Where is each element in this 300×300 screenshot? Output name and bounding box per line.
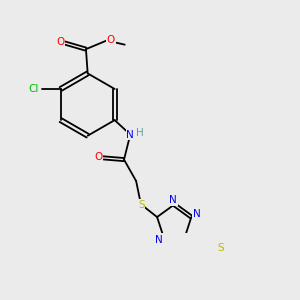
Text: N: N	[126, 130, 134, 140]
Text: O: O	[107, 35, 115, 45]
Text: S: S	[218, 243, 224, 253]
Text: N: N	[169, 195, 177, 206]
Text: N: N	[193, 209, 200, 219]
Text: Cl: Cl	[29, 84, 39, 94]
Text: N: N	[155, 235, 163, 245]
Text: O: O	[94, 152, 103, 162]
Text: H: H	[136, 128, 144, 138]
Text: S: S	[138, 200, 145, 210]
Text: O: O	[56, 37, 64, 47]
